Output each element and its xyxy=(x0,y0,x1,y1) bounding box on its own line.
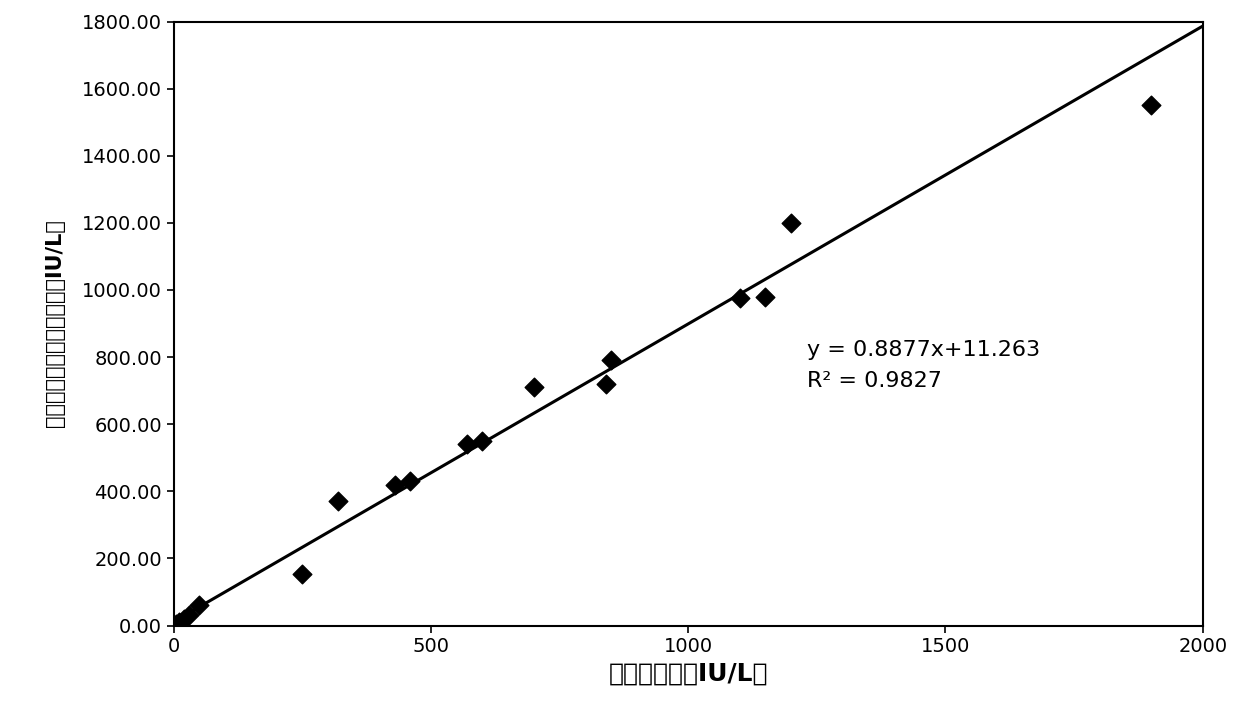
Point xyxy=(174,613,193,625)
Point xyxy=(601,354,621,366)
Point xyxy=(781,217,801,229)
Point xyxy=(755,291,775,303)
Point xyxy=(190,600,210,611)
Y-axis label: 本发明所述方法的测定値（IU/L）: 本发明所述方法的测定値（IU/L） xyxy=(45,219,66,428)
Point xyxy=(596,378,616,390)
Point xyxy=(384,479,404,490)
Point xyxy=(523,382,543,393)
Point xyxy=(472,435,492,446)
Point xyxy=(169,616,188,628)
Point xyxy=(293,568,312,580)
Point xyxy=(458,439,477,450)
X-axis label: 贝克曲定値（IU/L）: 贝克曲定値（IU/L） xyxy=(609,662,768,686)
Point xyxy=(401,475,420,487)
Text: y = 0.8877x+11.263: y = 0.8877x+11.263 xyxy=(806,340,1039,360)
Text: R² = 0.9827: R² = 0.9827 xyxy=(806,370,941,390)
Point xyxy=(1141,100,1161,111)
Point xyxy=(729,293,749,304)
Point xyxy=(179,610,198,621)
Point xyxy=(166,618,186,630)
Point xyxy=(329,495,348,507)
